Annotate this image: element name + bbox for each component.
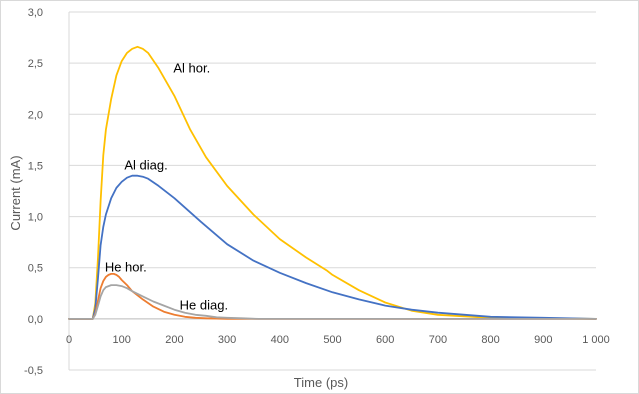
x-tick-label: 0: [66, 334, 72, 346]
x-axis-title: Time (ps): [294, 375, 348, 390]
y-tick-label: 3,0: [28, 7, 43, 19]
series-line-he-hor: [68, 273, 597, 320]
x-tick-label: 400: [271, 334, 289, 346]
y-tick-label: 2,0: [28, 109, 43, 121]
y-tick-label: 0,0: [28, 314, 43, 326]
x-tick-label: 600: [376, 334, 394, 346]
y-axis-title: Current (mA): [8, 155, 23, 230]
y-tick-label: 1,0: [28, 212, 43, 224]
annotation-label: Al hor.: [173, 60, 210, 75]
annotation-label: He diag.: [180, 298, 228, 313]
x-tick-label: 700: [429, 334, 447, 346]
series-line-al-diag: [68, 174, 597, 320]
series-line-al-hor: [68, 45, 597, 320]
y-tick-label: 2,5: [28, 58, 43, 70]
y-tick-labels: -0,5 0,0 0,5 1,0 1,5 2,0 2,5 3,0: [24, 7, 43, 377]
series-annotations: Al hor. Al diag. He hor. He diag.: [105, 60, 228, 312]
x-tick-label: 800: [481, 334, 499, 346]
x-tick-label: 500: [323, 334, 341, 346]
x-tick-label: 100: [113, 334, 131, 346]
y-tick-label: -0,5: [24, 365, 43, 377]
series-lines: [68, 45, 597, 320]
y-tick-label: 0,5: [28, 263, 43, 275]
grid-lines: [68, 11, 596, 371]
y-tick-label: 1,5: [28, 160, 43, 172]
x-tick-label: 300: [218, 334, 236, 346]
x-tick-label: 1 000: [582, 334, 610, 346]
annotation-label: He hor.: [105, 260, 147, 275]
annotation-label: Al diag.: [124, 157, 167, 172]
series-line-he-diag: [68, 284, 597, 320]
x-tick-label: 200: [165, 334, 183, 346]
x-tick-label: 900: [534, 334, 552, 346]
x-tick-labels: 0 100 200 300 400 500 600 700 800 900 1 000: [66, 334, 610, 346]
